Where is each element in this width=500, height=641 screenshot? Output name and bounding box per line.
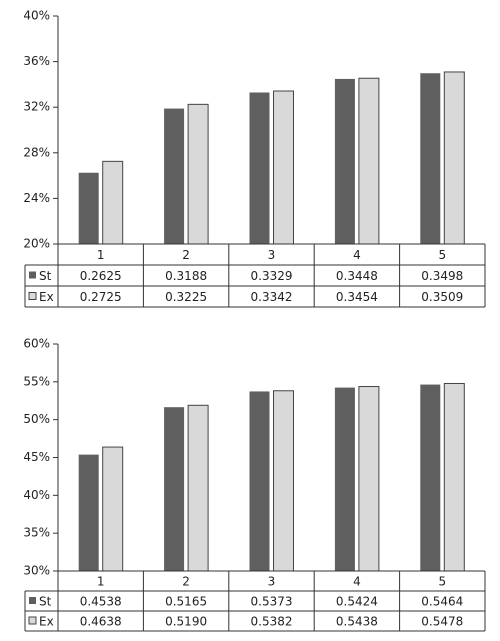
legend-label: Ex [39,290,54,304]
x-tick-label: 2 [182,575,190,589]
y-tick-label: 35% [23,526,50,540]
y-tick-label: 45% [23,450,50,464]
bar [164,108,185,245]
table-value: 0.5438 [336,615,378,629]
y-tick-label: 40% [23,9,50,23]
x-tick-label: 1 [97,248,105,262]
bar [443,71,465,245]
table-value: 0.5373 [251,595,293,609]
bar [334,387,355,571]
legend-key [28,292,37,300]
bar [273,390,294,572]
table-value: 0.5464 [421,595,463,609]
bar [249,92,270,244]
table-value: 0.4638 [80,615,122,629]
bar [358,77,380,245]
table-value: 0.5478 [421,615,463,629]
legend-key [29,597,36,604]
table-value: 0.5424 [336,595,378,609]
bar [334,78,355,244]
bar [420,384,441,571]
table-value: 0.5382 [251,615,293,629]
x-tick-label: 2 [182,248,190,262]
bar [102,446,124,572]
bar [187,103,209,245]
table-value: 0.5165 [165,595,207,609]
table-value: 0.2725 [80,290,122,304]
bar [358,386,380,572]
bar [420,73,441,244]
y-tick-label: 40% [23,488,50,502]
table-value: 0.3454 [336,290,378,304]
bar [102,160,124,245]
x-tick-label: 3 [268,575,276,589]
table-value: 0.3448 [336,269,378,283]
legend-key [29,271,36,279]
bar [443,382,465,572]
bar [78,172,99,244]
bar [249,391,270,571]
table-value: 0.3225 [165,290,207,304]
bar [273,90,294,245]
x-tick-label: 1 [97,575,105,589]
y-tick-label: 28% [23,145,50,159]
x-tick-label: 5 [438,575,446,589]
y-tick-label: 20% [23,237,50,251]
y-tick-label: 30% [23,564,50,578]
y-tick-label: 24% [23,191,50,205]
bar [164,407,185,571]
bar [187,404,209,572]
table-value: 0.2625 [80,269,122,283]
y-tick-label: 55% [23,374,50,388]
x-tick-label: 4 [353,248,361,262]
x-tick-label: 5 [438,248,446,262]
table-value: 0.3329 [251,269,293,283]
legend-label: St [39,595,52,609]
bar [78,454,99,571]
x-tick-label: 4 [353,575,361,589]
legend-key [28,616,37,625]
legend-label: St [39,269,52,283]
table-value: 0.4538 [80,595,122,609]
table-value: 0.3342 [251,290,293,304]
table-value: 0.5190 [165,615,207,629]
legend-label: Ex [39,615,54,629]
y-tick-label: 50% [23,412,50,426]
table-value: 0.3509 [421,290,463,304]
y-tick-label: 60% [23,337,50,351]
y-tick-label: 36% [23,54,50,68]
table-value: 0.3188 [165,269,207,283]
table-value: 0.3498 [421,269,463,283]
y-tick-label: 32% [23,100,50,114]
x-tick-label: 3 [268,248,276,262]
